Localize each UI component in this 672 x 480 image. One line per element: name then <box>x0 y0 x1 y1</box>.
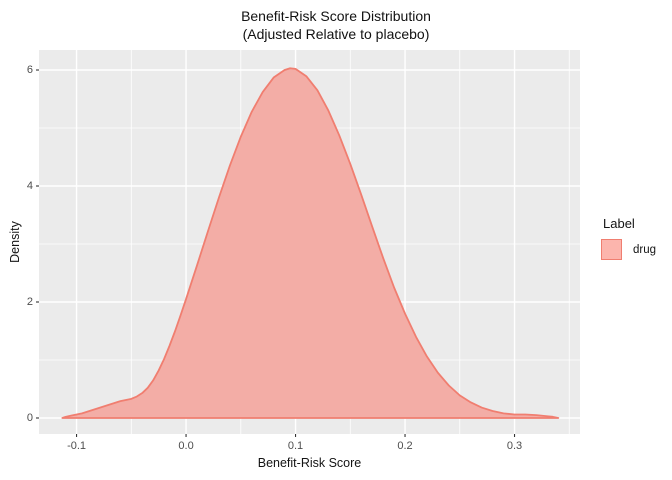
x-tick-label: 0.2 <box>397 440 413 452</box>
legend-title: Label <box>603 216 635 231</box>
plot-title: Benefit-Risk Score Distribution <box>241 8 431 24</box>
x-tick-label: -0.1 <box>67 440 87 452</box>
x-tick-label: 0.1 <box>287 440 304 452</box>
y-tick-label: 4 <box>26 180 33 192</box>
density-curve <box>61 67 560 419</box>
x-axis-title: Benefit-Risk Score <box>257 456 362 470</box>
legend: Label drug <box>601 216 671 260</box>
y-tick-label: 2 <box>26 295 33 308</box>
x-tick-label: 0.0 <box>178 440 194 452</box>
plot-panel <box>36 50 580 437</box>
legend-item-label: drug <box>633 243 657 256</box>
x-tick-label: 0.3 <box>506 440 523 452</box>
x-axis-labels: -0.1 0.0 0.1 0.2 0.3 <box>39 439 580 453</box>
plot-subtitle: (Adjusted Relative to placebo) <box>242 26 430 42</box>
y-tick-label: 0 <box>26 411 33 424</box>
y-tick-label: 6 <box>26 64 33 76</box>
legend-item-drug: drug <box>601 239 671 260</box>
legend-key-swatch <box>601 239 622 260</box>
y-axis-labels: 0 2 4 6 <box>0 50 33 434</box>
